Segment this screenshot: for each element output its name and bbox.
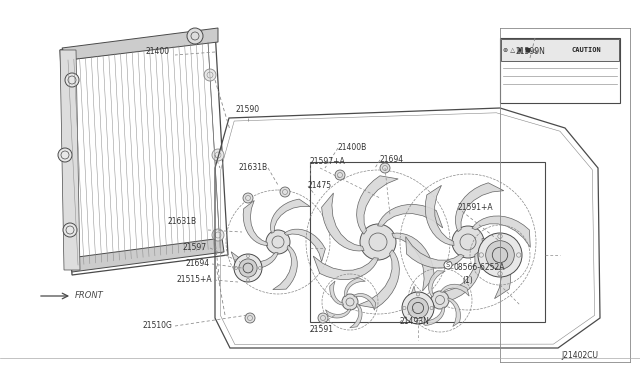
Polygon shape <box>358 250 399 308</box>
Text: 21591: 21591 <box>310 326 334 334</box>
FancyBboxPatch shape <box>500 38 620 103</box>
Polygon shape <box>350 304 362 328</box>
Polygon shape <box>392 233 435 291</box>
Polygon shape <box>356 176 398 234</box>
Polygon shape <box>482 238 511 299</box>
Polygon shape <box>62 28 218 60</box>
Text: (1): (1) <box>462 276 473 285</box>
Polygon shape <box>330 281 344 305</box>
Circle shape <box>486 241 515 269</box>
Text: 08566-6252A: 08566-6252A <box>453 263 504 273</box>
Text: 21400: 21400 <box>145 48 169 57</box>
Circle shape <box>342 294 358 310</box>
Circle shape <box>212 229 224 241</box>
Circle shape <box>318 313 328 323</box>
Circle shape <box>431 291 449 309</box>
Circle shape <box>380 163 390 173</box>
Text: ⊗ △ ▣ ■ △: ⊗ △ ▣ ■ △ <box>503 48 538 52</box>
Polygon shape <box>448 298 460 327</box>
Text: S: S <box>446 262 450 268</box>
Circle shape <box>402 292 434 324</box>
Polygon shape <box>412 286 435 308</box>
Text: 21694: 21694 <box>186 260 210 269</box>
Polygon shape <box>472 216 531 247</box>
Polygon shape <box>440 284 469 296</box>
Polygon shape <box>243 201 268 246</box>
Text: 21510G: 21510G <box>142 321 172 330</box>
Circle shape <box>266 230 290 254</box>
Text: 21400B: 21400B <box>338 144 367 153</box>
Polygon shape <box>322 193 364 251</box>
Text: J21402CU: J21402CU <box>561 350 598 359</box>
Text: FRONT: FRONT <box>75 292 104 301</box>
Circle shape <box>478 233 522 277</box>
Polygon shape <box>429 271 445 297</box>
Circle shape <box>239 259 257 277</box>
Circle shape <box>58 148 72 162</box>
Polygon shape <box>344 278 365 297</box>
Polygon shape <box>231 252 278 269</box>
Polygon shape <box>325 309 351 318</box>
Text: 21694: 21694 <box>380 155 404 164</box>
Circle shape <box>204 69 216 81</box>
Text: 21493N: 21493N <box>400 317 430 327</box>
Circle shape <box>212 149 224 161</box>
FancyBboxPatch shape <box>501 39 619 61</box>
Polygon shape <box>425 185 454 246</box>
Polygon shape <box>406 237 464 268</box>
Circle shape <box>243 193 253 203</box>
Polygon shape <box>313 256 378 279</box>
Text: 21631B: 21631B <box>239 164 268 173</box>
Text: 21590: 21590 <box>236 106 260 115</box>
Text: 21515+A: 21515+A <box>177 276 212 285</box>
Text: 21597: 21597 <box>183 244 207 253</box>
Polygon shape <box>419 307 445 326</box>
Polygon shape <box>456 183 504 232</box>
Circle shape <box>63 223 77 237</box>
Text: 21631B: 21631B <box>168 218 197 227</box>
Circle shape <box>360 224 396 260</box>
Text: 21591+A: 21591+A <box>458 203 493 212</box>
Circle shape <box>408 298 428 318</box>
Circle shape <box>245 313 255 323</box>
Circle shape <box>65 73 79 87</box>
Text: 21599N: 21599N <box>515 48 545 57</box>
Circle shape <box>280 187 290 197</box>
Polygon shape <box>353 294 376 310</box>
Text: 21475: 21475 <box>308 182 332 190</box>
Polygon shape <box>432 252 481 301</box>
Polygon shape <box>378 205 443 228</box>
Circle shape <box>234 254 262 282</box>
Circle shape <box>187 28 203 44</box>
Text: CAUTION: CAUTION <box>572 47 602 53</box>
Polygon shape <box>284 229 325 262</box>
Circle shape <box>452 226 484 258</box>
Polygon shape <box>70 238 224 272</box>
Polygon shape <box>271 199 310 233</box>
Polygon shape <box>273 245 297 289</box>
Text: 21597+A: 21597+A <box>310 157 346 167</box>
Polygon shape <box>60 50 80 270</box>
Circle shape <box>335 170 345 180</box>
